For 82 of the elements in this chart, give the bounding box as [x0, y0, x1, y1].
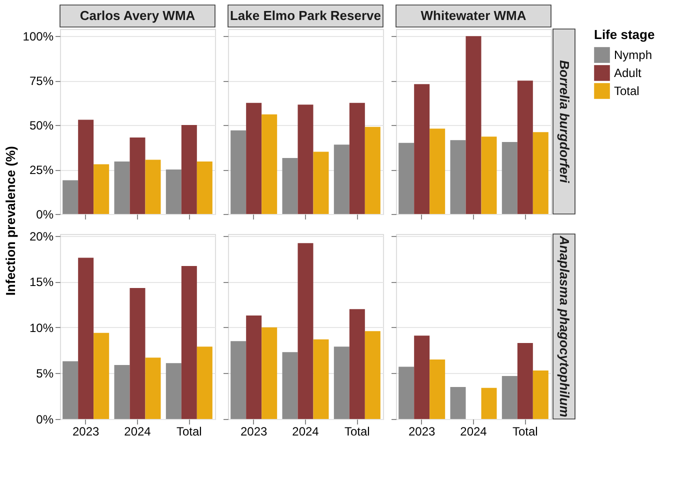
bar	[414, 84, 430, 214]
bar	[262, 327, 278, 419]
bar	[282, 352, 298, 419]
bar	[181, 125, 197, 214]
bar	[450, 140, 466, 214]
bar	[349, 309, 365, 419]
bar	[398, 366, 414, 419]
x-tick-label: Total	[512, 424, 538, 438]
bar	[196, 346, 212, 419]
text: Anaplasma phagocytophilum	[557, 234, 572, 418]
bar	[246, 316, 262, 419]
bar	[313, 152, 329, 214]
bar	[246, 102, 262, 214]
legend-label: Nymph	[614, 48, 652, 62]
x-tick-label: 2024	[292, 424, 320, 438]
bar	[114, 162, 130, 214]
y-tick-label: 100%	[22, 30, 54, 44]
bar	[502, 142, 518, 214]
bar	[282, 158, 298, 214]
bar	[517, 80, 533, 214]
legend-label: Total	[614, 84, 640, 98]
bar	[334, 346, 350, 419]
y-tick-label: 5%	[36, 366, 54, 381]
bar	[414, 336, 430, 419]
bar	[364, 331, 380, 419]
bar	[532, 132, 548, 214]
bar	[230, 130, 246, 214]
y-tick-label: 20%	[29, 229, 54, 244]
x-tick-label: 2023	[408, 424, 436, 438]
bar	[145, 160, 161, 214]
y-tick-label: 25%	[29, 163, 54, 178]
bar	[130, 288, 146, 419]
bar	[94, 164, 110, 214]
bar	[166, 170, 182, 214]
bar	[62, 180, 78, 214]
bar	[181, 266, 197, 419]
x-tick-label: 2024	[460, 424, 488, 438]
bar	[398, 142, 414, 214]
bar	[481, 136, 497, 214]
y-tick-label: 15%	[29, 275, 54, 290]
y-tick-label: 10%	[29, 320, 54, 335]
bar	[166, 363, 182, 419]
chart-title: Whitewater WMA	[420, 8, 527, 23]
text: Borrelia burgdorferi	[557, 60, 572, 184]
bar	[114, 364, 130, 419]
bar	[298, 104, 314, 214]
bar	[78, 120, 94, 214]
x-tick-label: Total	[176, 424, 202, 438]
bar	[62, 361, 78, 419]
x-tick-label: 2024	[124, 424, 152, 438]
chart-title: Lake Elmo Park Reserve	[230, 8, 382, 23]
x-tick-label: 2023	[72, 424, 100, 438]
bar	[430, 359, 446, 419]
bar	[130, 138, 146, 214]
y-tick-label: 0%	[36, 412, 54, 426]
y-tick-label: 0%	[36, 208, 54, 222]
legend-title: Life stage	[594, 27, 655, 42]
bar	[94, 332, 110, 419]
x-tick-label: 2023	[240, 424, 268, 438]
y-tick-label: 50%	[29, 118, 54, 133]
bar	[334, 144, 350, 214]
bar	[450, 386, 466, 419]
bar	[230, 341, 246, 419]
bar	[145, 358, 161, 419]
bar	[349, 102, 365, 214]
bar	[517, 342, 533, 419]
bar	[262, 114, 278, 214]
bar	[481, 388, 497, 419]
bar	[502, 376, 518, 419]
bar	[430, 128, 446, 214]
bar	[78, 258, 94, 419]
legend-label: Adult	[614, 66, 642, 80]
bar	[466, 36, 482, 214]
x-tick-label: Total	[344, 424, 370, 438]
bar	[532, 370, 548, 419]
y-axis-title: Infection prevalence (%)	[2, 146, 18, 296]
bar	[313, 339, 329, 419]
bar	[196, 162, 212, 214]
bar	[298, 243, 314, 419]
chart-title: Carlos Avery WMA	[80, 8, 196, 23]
bar	[364, 126, 380, 214]
y-tick-label: 75%	[29, 74, 54, 88]
